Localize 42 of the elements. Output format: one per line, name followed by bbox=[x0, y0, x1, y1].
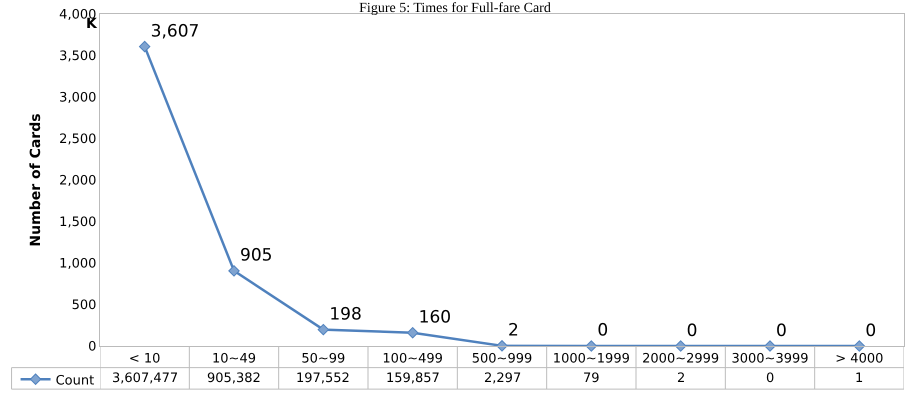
text: 197,552 bbox=[296, 371, 350, 386]
y-tick-label: 2,000 bbox=[59, 174, 96, 189]
y-axis-title: Number of Cards bbox=[28, 113, 44, 247]
data-label: 160 bbox=[418, 307, 452, 328]
x-tick-label: 50~99 bbox=[301, 352, 346, 367]
text: 2 bbox=[677, 371, 686, 386]
data-label: 0 bbox=[865, 320, 876, 341]
y-tick-label: 1,000 bbox=[59, 256, 96, 272]
data-label: 198 bbox=[329, 304, 362, 324]
point bbox=[406, 327, 418, 338]
legend-label: Count bbox=[56, 373, 94, 388]
text: 905,382 bbox=[207, 371, 261, 386]
data-label: 0 bbox=[686, 320, 698, 341]
data-label: 2 bbox=[508, 320, 519, 341]
x-tick-label: 500~999 bbox=[472, 352, 532, 367]
data-label: 0 bbox=[776, 320, 787, 341]
point bbox=[318, 324, 330, 336]
chart-title: Figure 5: Times for Full-fare Card bbox=[359, 0, 551, 16]
text: 159,857 bbox=[386, 371, 440, 386]
x-tick-label: 1000~1999 bbox=[552, 352, 630, 367]
y-tick-label: 0 bbox=[88, 340, 96, 355]
x-tick-label: > 4000 bbox=[835, 352, 884, 367]
x-tick-label: 10~49 bbox=[212, 352, 256, 367]
data-label: 905 bbox=[240, 246, 272, 266]
y-tick-label: 3,000 bbox=[59, 90, 96, 106]
text: 0 bbox=[766, 371, 774, 386]
x-tick-label: < 10 bbox=[128, 352, 160, 367]
x-tick-label: 100~499 bbox=[382, 352, 443, 367]
x-tick-label: 2000~2999 bbox=[642, 352, 720, 367]
point bbox=[138, 40, 150, 52]
y-tick-label: 500 bbox=[72, 298, 96, 314]
data-label: 0 bbox=[597, 320, 608, 341]
text: 1 bbox=[855, 371, 864, 386]
point bbox=[228, 265, 240, 277]
y-tick-label: 2,500 bbox=[59, 132, 96, 148]
text: 2,297 bbox=[484, 371, 522, 386]
data-label: 3,607 bbox=[150, 21, 200, 42]
y-tick-label: 1,500 bbox=[59, 215, 96, 230]
text: 3,607,477 bbox=[112, 371, 178, 386]
x-tick-label: 3000~3999 bbox=[731, 352, 809, 367]
y-tick-label: 3,500 bbox=[59, 49, 96, 64]
text: 79 bbox=[583, 371, 600, 386]
